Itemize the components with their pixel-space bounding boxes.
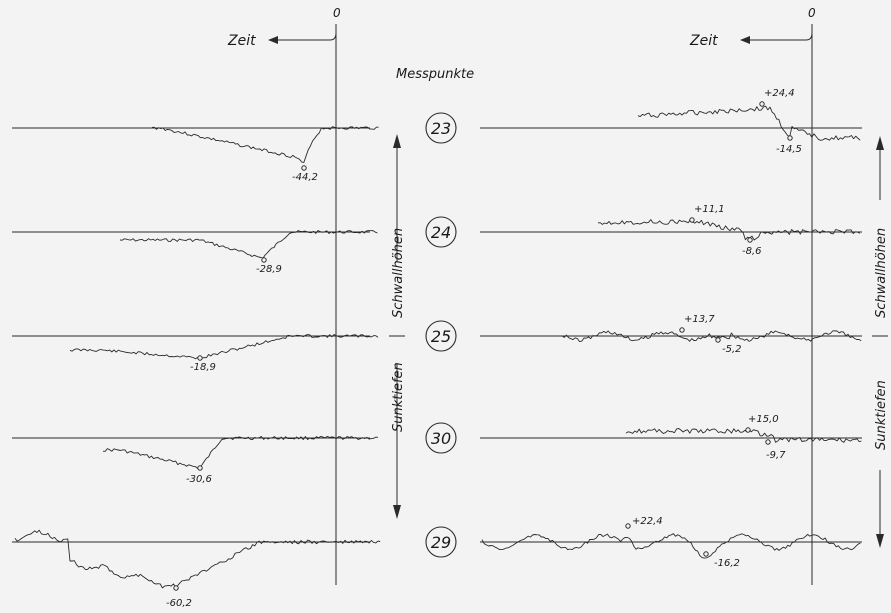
mp-24-right-max-marker xyxy=(689,217,695,223)
time-arrow-left xyxy=(268,32,337,44)
y-axis-right xyxy=(872,136,888,548)
mp-25-left-min-marker xyxy=(197,355,203,361)
mp-24-trace-right xyxy=(597,219,861,241)
mp-23-circle xyxy=(425,112,457,144)
y-label-down-right: Sunktiefen xyxy=(874,380,889,450)
mp-30-left-min-label: -30,6 xyxy=(186,474,212,485)
mp-24-left-min-label: -28,9 xyxy=(256,264,282,275)
zero-label-left: 0 xyxy=(333,6,341,20)
mp-23-trace-left xyxy=(151,126,379,163)
mp-29-left-min-label: -60,2 xyxy=(166,598,192,609)
time-label-left: Zeit xyxy=(227,33,256,49)
mp-25-right-max-marker xyxy=(679,327,685,333)
mp-29-right-max-marker xyxy=(625,523,631,529)
mp-25-label: 25 xyxy=(431,327,451,346)
mp-25-trace-left xyxy=(69,334,379,360)
mp-24-left-min-marker xyxy=(261,257,267,263)
y-label-up-left: Schwallhöhen xyxy=(391,228,406,318)
time-arrow-right xyxy=(740,32,813,44)
mp-25-left-min-label: -18,9 xyxy=(190,362,216,373)
mp-24-label: 24 xyxy=(431,223,451,242)
mp-23-right-min-label: -14,5 xyxy=(776,144,802,155)
mp-30-trace-left xyxy=(102,435,379,469)
mp-23-right-min-marker xyxy=(787,135,793,141)
mp-25-right-min-label: -5,2 xyxy=(722,344,742,355)
mp-30-right-max-label: +15,0 xyxy=(748,414,779,425)
y-label-up-right: Schwallhöhen xyxy=(874,228,889,318)
mp-24-right-max-label: +11,1 xyxy=(694,204,725,215)
y-label-down-left: Sunktiefen xyxy=(391,362,406,432)
mp-30-right-max-marker xyxy=(745,427,751,433)
time-label-right: Zeit xyxy=(689,33,718,49)
mp-29-right-max-label: +22,4 xyxy=(632,516,663,527)
mp-23-left-min-label: -44,2 xyxy=(292,172,318,183)
mp-25-right-max-label: +13,7 xyxy=(684,314,715,325)
mp-29-left-min-marker xyxy=(173,585,179,591)
y-axis-left xyxy=(389,134,405,519)
mp-29-trace-left xyxy=(14,529,381,589)
mp-25-trace-right xyxy=(561,330,862,343)
mp-29-trace-right xyxy=(481,533,861,559)
mp-30-left-min-marker xyxy=(197,465,203,471)
mp-29-circle xyxy=(425,526,457,558)
mp-24-right-min-label: -8,6 xyxy=(742,246,762,257)
mp-24-circle xyxy=(425,216,457,248)
mp-23-right-max-marker xyxy=(759,101,765,107)
mp-23-left-min-marker xyxy=(301,165,307,171)
mp-30-right-min-label: -9,7 xyxy=(766,450,786,461)
zero-label-right: 0 xyxy=(808,6,816,20)
mp-25-right-min-marker xyxy=(715,337,721,343)
mp-24-trace-left xyxy=(119,230,378,259)
mp-30-label: 30 xyxy=(431,429,451,448)
mp-29-right-min-label: -16,2 xyxy=(714,558,740,569)
panels: 23 -44,2 +24,4 -14,5 24 -28,9 +11,1 -8,6 25 -18,9… xyxy=(12,88,862,609)
mp-24-right-min-marker xyxy=(747,237,753,243)
mp-30-circle xyxy=(425,422,457,454)
mp-30-right-min-marker xyxy=(765,439,771,445)
mp-23-label: 23 xyxy=(431,119,451,138)
measuring-points-header: Messpunkte xyxy=(396,67,474,82)
mp-23-trace-right xyxy=(637,105,861,141)
mp-25-circle xyxy=(425,320,457,352)
mp-29-right-min-marker xyxy=(703,551,709,557)
mp-23-right-max-label: +24,4 xyxy=(764,88,795,99)
mp-29-label: 29 xyxy=(431,533,451,552)
mp-30-trace-right xyxy=(625,428,862,443)
